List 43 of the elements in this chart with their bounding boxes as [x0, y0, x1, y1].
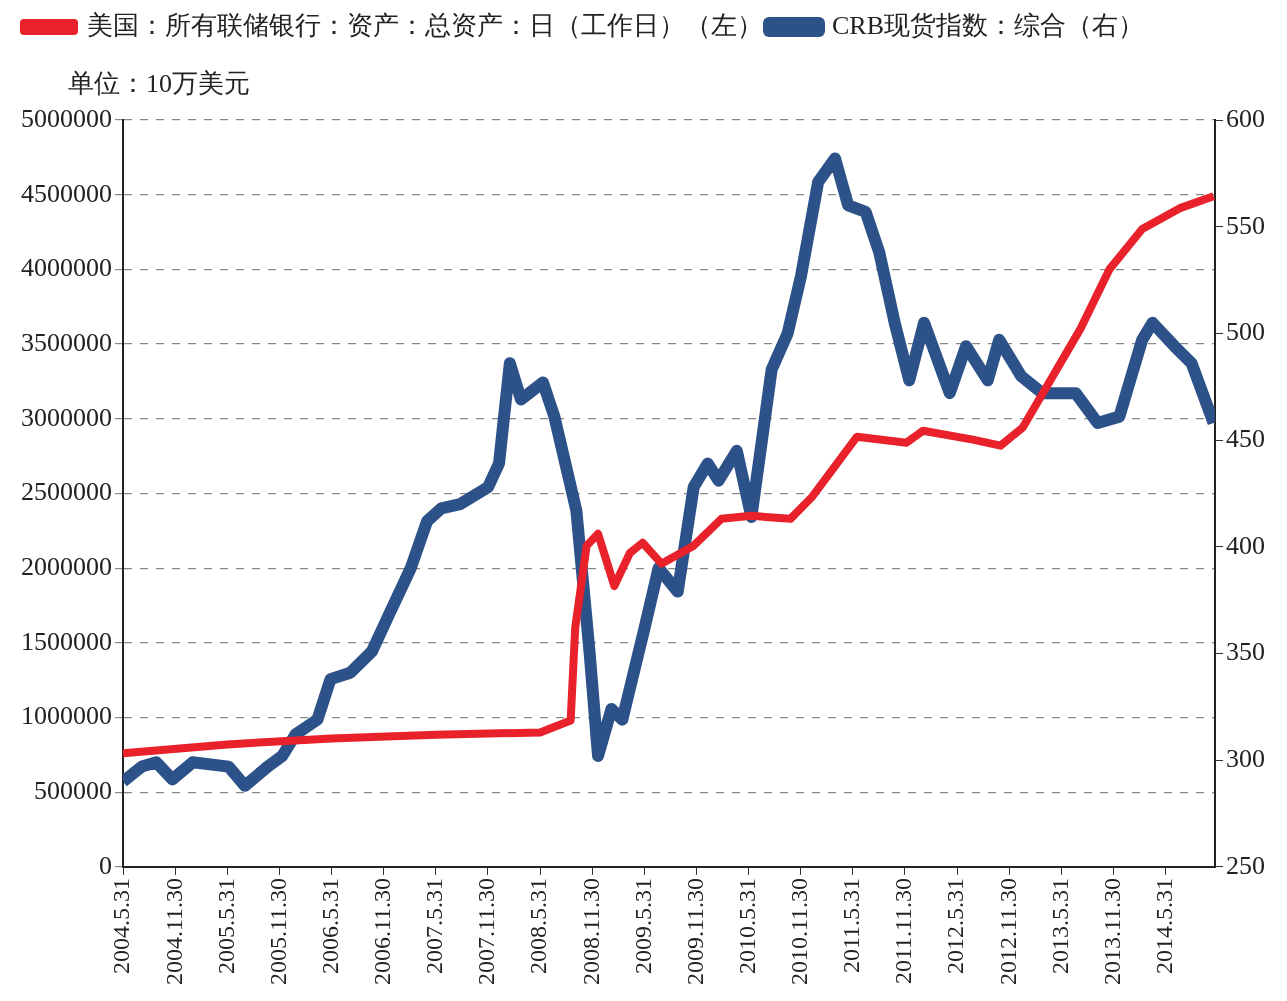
- y-tick-label: 3500000: [21, 327, 112, 357]
- x-tick-label: 2009.5.31: [629, 877, 656, 974]
- y2-tick-label: 350: [1226, 637, 1265, 667]
- x-tick-label: 2006.11.30: [368, 877, 395, 985]
- x-tick-label: 2012.5.31: [942, 877, 969, 974]
- y-tick-label: 0: [99, 850, 112, 880]
- x-tick-label: 2014.5.31: [1150, 877, 1177, 974]
- y-tick-label: 2500000: [21, 477, 112, 507]
- x-tick-label: 2004.11.30: [160, 877, 187, 985]
- y2-tick-label: 250: [1226, 850, 1265, 880]
- x-tick-label: 2012.11.30: [994, 877, 1021, 985]
- y2-tick-label: 400: [1226, 530, 1265, 560]
- x-tick-label: 2007.5.31: [420, 877, 447, 974]
- y2-tick-label: 550: [1226, 210, 1265, 240]
- y-tick-label: 1500000: [21, 626, 112, 656]
- y-tick-label: 3000000: [21, 402, 112, 432]
- y2-tick-label: 500: [1226, 317, 1265, 347]
- y2-tick-label: 300: [1226, 744, 1265, 774]
- y-tick-label: 1000000: [21, 701, 112, 731]
- x-tick-label: 2010.11.30: [786, 877, 813, 985]
- y-tick-label: 500000: [34, 776, 112, 806]
- x-tick-label: 2011.5.31: [838, 877, 865, 973]
- x-tick-label: 2004.5.31: [108, 877, 135, 974]
- x-tick-label: 2010.5.31: [733, 877, 760, 974]
- x-tick-label: 2006.5.31: [316, 877, 343, 974]
- x-tick-label: 2005.11.30: [264, 877, 291, 985]
- y-tick-label: 4000000: [21, 253, 112, 283]
- x-tick-label: 2005.5.31: [212, 877, 239, 974]
- x-tick-label: 2011.11.30: [890, 877, 917, 985]
- legend-label: 美国：所有联储银行：资产：总资产：日（工作日）（左）: [87, 10, 763, 40]
- y-tick-label: 2000000: [21, 551, 112, 581]
- x-tick-label: 2008.11.30: [577, 877, 604, 985]
- y-tick-label: 4500000: [21, 178, 112, 208]
- x-tick-label: 2013.11.30: [1098, 877, 1125, 985]
- y2-tick-label: 600: [1226, 103, 1265, 133]
- y2-tick-label: 450: [1226, 423, 1265, 453]
- x-tick-label: 2008.5.31: [525, 877, 552, 974]
- x-tick-label: 2013.5.31: [1046, 877, 1073, 974]
- x-tick-label: 2007.11.30: [473, 877, 500, 985]
- y-axis-title: 单位：10万美元: [68, 68, 250, 98]
- x-tick-label: 2009.11.30: [681, 877, 708, 985]
- y-tick-label: 5000000: [21, 103, 112, 133]
- legend-label: CRB现货指数：综合（右）: [832, 10, 1145, 40]
